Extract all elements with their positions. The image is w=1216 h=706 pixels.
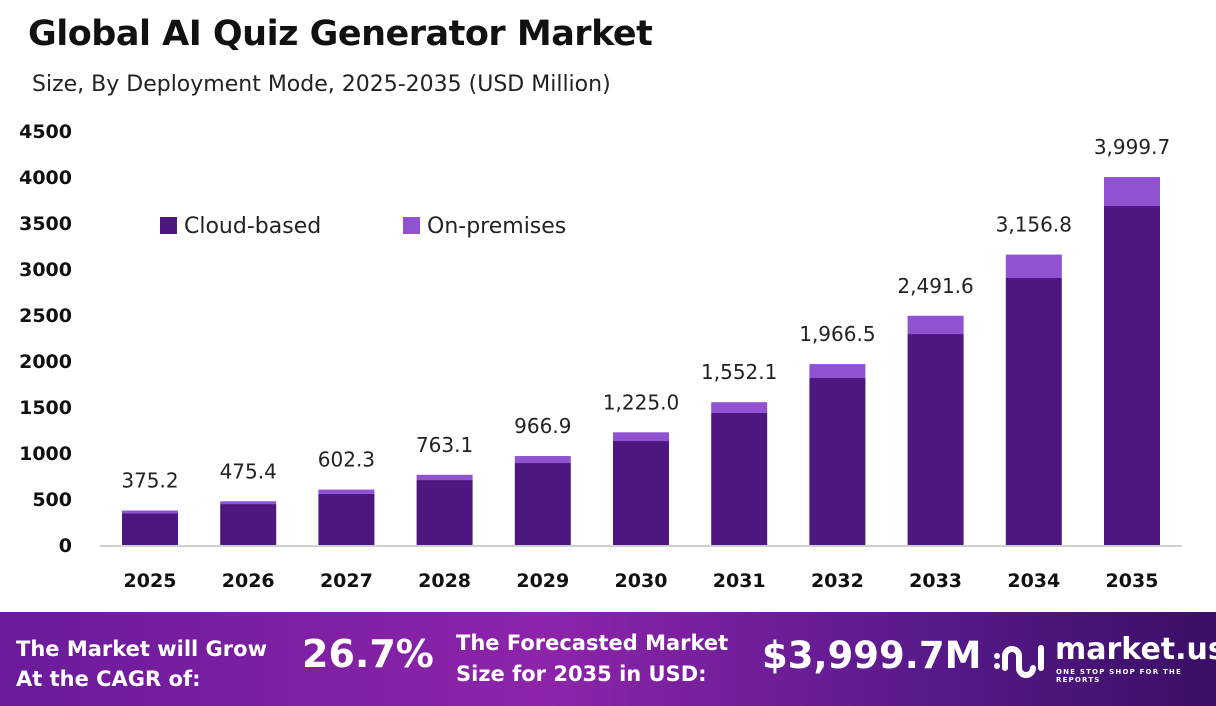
cagr-value: 26.7%: [302, 632, 434, 676]
legend-swatch-1: [403, 217, 420, 234]
legend-swatch-0: [160, 217, 177, 234]
cagr-label: The Market will Grow At the CAGR of:: [16, 637, 267, 691]
data-label-2033: 2,491.6: [897, 274, 973, 298]
data-label-2032: 1,966.5: [799, 322, 875, 346]
data-label-2028: 763.1: [416, 433, 473, 457]
x-tick-label: 2034: [1007, 570, 1060, 592]
bar-on-premises-2031: [711, 402, 768, 413]
bar-on-premises-2035: [1104, 177, 1160, 206]
bar-on-premises-2030: [613, 432, 669, 442]
brand-tagline: ONE STOP SHOP FOR THE REPORTS: [1056, 668, 1182, 684]
bar-on-premises-2034: [1005, 254, 1062, 279]
data-label-2031: 1,552.1: [701, 360, 777, 384]
bar-cloud-based-2030: [613, 441, 669, 545]
bar-cloud-based-2029: [514, 463, 571, 545]
bar-cloud-based-2025: [122, 513, 178, 545]
data-label-2029: 966.9: [514, 414, 571, 438]
y-tick-label: 0: [59, 535, 72, 557]
footer-banner: The Market will Grow At the CAGR of: 26.…: [0, 612, 1216, 706]
forecast-label: The Forecasted Market Size for 2035 in U…: [456, 631, 729, 686]
x-tick-label: 2028: [418, 570, 471, 592]
brand-name: market.us: [1055, 632, 1216, 667]
market-us-logo-icon: [994, 645, 1044, 678]
bar-on-premises-2026: [220, 501, 277, 505]
y-tick-label: 4000: [19, 167, 72, 189]
y-tick-label: 4500: [19, 121, 72, 143]
x-tick-label: 2031: [713, 570, 766, 592]
y-tick-label: 1500: [19, 397, 72, 419]
bar-cloud-based-2028: [416, 480, 473, 545]
chart-subtitle: Size, By Deployment Mode, 2025-2035 (USD…: [32, 72, 611, 97]
x-tick-label: 2033: [909, 570, 962, 592]
bar-cloud-based-2032: [809, 378, 866, 545]
x-tick-label: 2030: [615, 570, 668, 592]
legend-label-0: Cloud-based: [184, 214, 321, 239]
x-tick-label: 2027: [320, 570, 373, 592]
data-label-2027: 602.3: [318, 448, 375, 472]
legend-label-1: On-premises: [427, 214, 566, 239]
bar-chart: 0 500 1000 1500 2000 2500 3000 3500 4000 4500 375.…: [19, 121, 1182, 592]
y-tick-label: 3500: [19, 213, 72, 235]
bar-cloud-based-2035: [1104, 205, 1160, 546]
x-tick-label: 2029: [516, 570, 569, 592]
data-label-2030: 1,225.0: [603, 390, 679, 414]
x-tick-label: 2026: [222, 570, 275, 592]
bar-cloud-based-2027: [318, 493, 375, 545]
bar-on-premises-2029: [514, 456, 571, 464]
y-tick-label: 2000: [19, 351, 72, 373]
bar-on-premises-2032: [809, 364, 866, 379]
forecast-value: $3,999.7M: [762, 634, 982, 677]
data-label-2035: 3,999.7: [1094, 135, 1170, 159]
bar-cloud-based-2031: [711, 412, 768, 545]
y-tick-label: 500: [32, 489, 72, 511]
chart-title: Global AI Quiz Generator Market: [28, 14, 653, 54]
bar-on-premises-2025: [122, 510, 178, 514]
x-tick-label: 2025: [124, 570, 177, 592]
y-tick-label: 3000: [19, 259, 72, 281]
x-tick-label: 2032: [811, 570, 864, 592]
bar-cloud-based-2026: [220, 504, 277, 545]
x-tick-label: 2035: [1106, 570, 1159, 592]
data-label-2034: 3,156.8: [996, 213, 1072, 237]
bar-cloud-based-2034: [1005, 278, 1062, 545]
bar-cloud-based-2033: [907, 334, 964, 545]
y-tick-label: 1000: [19, 443, 72, 465]
data-label-2026: 475.4: [220, 459, 277, 483]
bar-on-premises-2027: [318, 489, 375, 494]
data-label-2025: 375.2: [121, 468, 178, 492]
bar-on-premises-2028: [416, 474, 473, 481]
bar-on-premises-2033: [907, 315, 964, 335]
y-tick-label: 2500: [19, 305, 72, 327]
